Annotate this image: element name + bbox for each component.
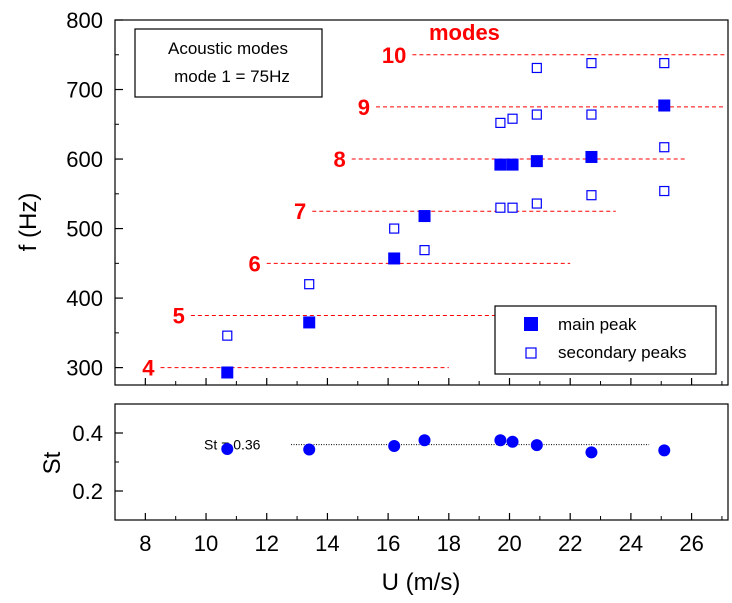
x-axis-title: U (m/s) xyxy=(382,569,461,596)
main-peak-marker xyxy=(494,158,507,171)
st-marker xyxy=(221,442,234,455)
secondary-peak-marker xyxy=(222,330,233,341)
x-tick-label: 8 xyxy=(139,531,151,556)
st-marker xyxy=(388,440,401,453)
st-marker xyxy=(303,443,316,456)
secondary-peak-marker xyxy=(659,142,670,153)
secondary-peak-marker xyxy=(586,109,597,120)
st-marker xyxy=(530,439,543,452)
main-peak-marker xyxy=(221,366,234,379)
secondary-peak-marker xyxy=(586,190,597,201)
legend-label-main-peak: main peak xyxy=(558,315,637,334)
strouhal-plot-frame xyxy=(114,403,729,521)
annotation-line-2: mode 1 = 75Hz xyxy=(174,67,290,86)
y-axis-title-frequency: f (Hz) xyxy=(15,193,42,252)
main-peak-marker xyxy=(506,158,519,171)
annotation-box: Acoustic modes mode 1 = 75Hz xyxy=(134,28,323,98)
secondary-peak-marker xyxy=(507,113,518,124)
st-marker xyxy=(418,434,431,447)
legend-label-secondary-peaks: secondary peaks xyxy=(558,343,687,362)
x-tick-label: 22 xyxy=(558,531,582,556)
st-marker xyxy=(658,444,671,457)
y-tick-label-frequency: 400 xyxy=(66,286,103,311)
main-peak-marker xyxy=(585,150,598,163)
annotation-line-1: Acoustic modes xyxy=(168,39,288,58)
secondary-peak-marker xyxy=(507,202,518,213)
main-peak-marker xyxy=(388,252,401,265)
st-marker xyxy=(585,446,598,459)
x-tick-label: 10 xyxy=(194,531,218,556)
secondary-peak-marker xyxy=(659,185,670,197)
y-tick-label-frequency: 300 xyxy=(66,356,103,381)
secondary-peak-marker xyxy=(304,279,315,290)
secondary-peak-marker xyxy=(659,58,670,69)
secondary-peak-marker xyxy=(586,58,597,69)
st-marker xyxy=(494,434,507,447)
secondary-peak-marker xyxy=(531,198,542,209)
main-peak-marker xyxy=(418,210,431,223)
y-axis-title-st: St xyxy=(39,451,66,474)
legend-marker-main-peak xyxy=(524,317,538,331)
mode-label-9: 9 xyxy=(358,95,370,120)
y-tick-label-frequency: 700 xyxy=(66,78,103,103)
secondary-peak-marker xyxy=(495,117,506,128)
x-tick-label: 18 xyxy=(437,531,461,556)
secondary-peak-marker xyxy=(531,109,542,120)
mode-label-4: 4 xyxy=(142,356,155,381)
frequency-plot-frame xyxy=(114,19,729,386)
y-tick-label-st: 0.2 xyxy=(72,479,103,504)
secondary-peak-marker xyxy=(389,223,400,234)
y-tick-label-frequency: 800 xyxy=(66,8,103,33)
x-tick-label: 20 xyxy=(497,531,521,556)
st-reference-label: St = 0.36 xyxy=(204,437,261,453)
mode-label-7: 7 xyxy=(294,199,306,224)
frequency-panel: 300 400 500 600 700 800 4 5 6 7 8 9 10 f (Hz) Acous… xyxy=(15,8,729,386)
secondary-peak-marker xyxy=(495,202,506,213)
mode-label-5: 5 xyxy=(173,303,185,328)
x-tick-label: 16 xyxy=(376,531,400,556)
secondary-peak-marker xyxy=(531,62,542,74)
mode-label-6: 6 xyxy=(248,251,260,276)
mode-label-10: 10 xyxy=(382,43,406,68)
st-marker xyxy=(506,435,519,448)
main-peak-marker xyxy=(530,155,543,168)
x-tick-label: 14 xyxy=(315,531,339,556)
modes-title: modes xyxy=(429,20,500,45)
y-tick-label-frequency: 600 xyxy=(66,147,103,172)
annotation-frame xyxy=(134,28,323,98)
legend-marker-secondary-peaks xyxy=(525,347,537,359)
y-tick-label-frequency: 500 xyxy=(66,217,103,242)
x-tick-label: 12 xyxy=(254,531,278,556)
secondary-peak-marker xyxy=(419,245,430,256)
strouhal-panel: 0.20.4 8 10 12 14 16 18 20 22 24 26 St = 0.36 St … xyxy=(39,403,729,596)
main-peak-marker xyxy=(303,316,316,329)
mode-label-8: 8 xyxy=(333,147,345,172)
legend: main peak secondary peaks xyxy=(494,305,717,375)
main-peak-marker xyxy=(658,99,671,112)
x-tick-label: 26 xyxy=(679,531,703,556)
y-tick-label-st: 0.4 xyxy=(72,421,103,446)
x-tick-label: 24 xyxy=(619,531,643,556)
